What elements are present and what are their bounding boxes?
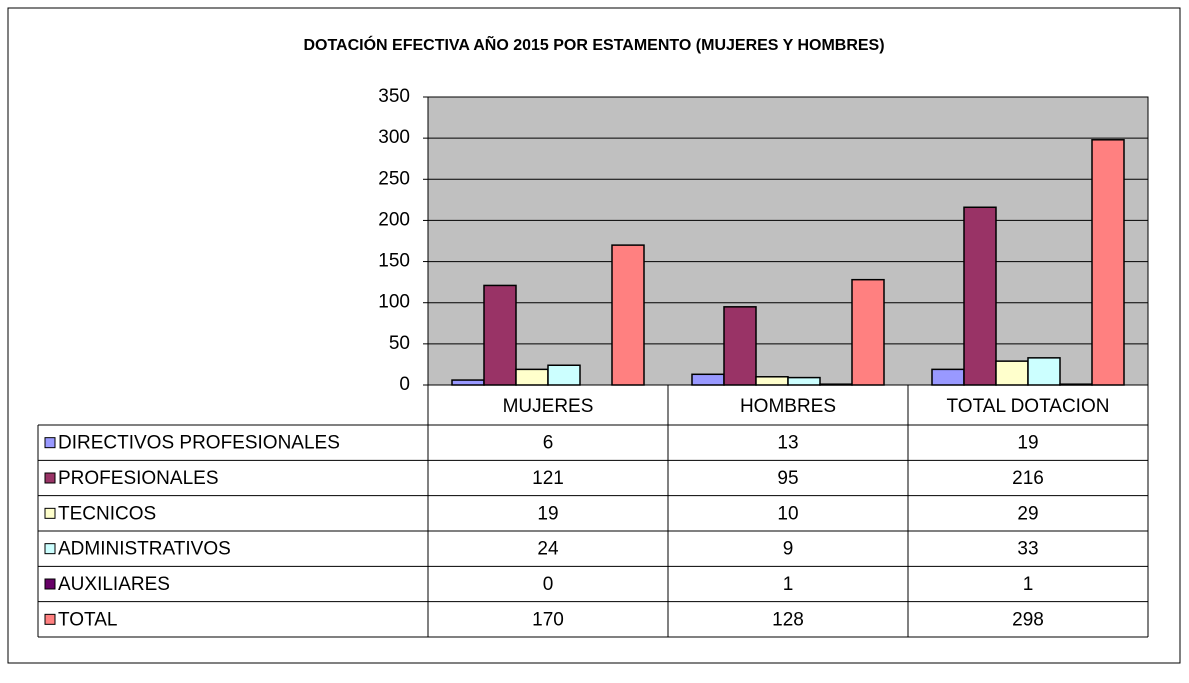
legend-key xyxy=(44,578,56,590)
bar xyxy=(931,368,965,386)
y-tick-label: 100 xyxy=(378,292,410,313)
y-tick-label: 50 xyxy=(389,333,410,354)
table-cell: 121 xyxy=(532,468,564,489)
legend-label: TECNICOS xyxy=(58,503,156,524)
bar xyxy=(755,376,789,386)
legend-label: PROFESIONALES xyxy=(58,468,219,489)
table-cell: 19 xyxy=(1017,433,1038,454)
x-tick-label: MUJERES xyxy=(503,396,594,417)
table-cell: 298 xyxy=(1012,609,1044,630)
table-cell: 29 xyxy=(1017,503,1038,524)
table-cell: 9 xyxy=(783,539,794,560)
bar xyxy=(963,206,997,386)
y-tick-label: 350 xyxy=(378,86,410,107)
table-cell: 170 xyxy=(532,609,564,630)
table-cell: 33 xyxy=(1017,539,1038,560)
table-cell: 19 xyxy=(537,503,558,524)
legend-label: ADMINISTRATIVOS xyxy=(58,539,231,560)
bar xyxy=(723,306,757,386)
legend-label: TOTAL xyxy=(58,609,117,630)
table-cell: 6 xyxy=(543,433,554,454)
x-tick-label: TOTAL DOTACION xyxy=(947,396,1110,417)
table-cell: 0 xyxy=(543,574,554,595)
legend-label: AUXILIARES xyxy=(58,574,170,595)
bar xyxy=(451,379,485,386)
bar xyxy=(1091,139,1125,386)
chart-title: DOTACIÓN EFECTIVA AÑO 2015 POR ESTAMENTO… xyxy=(303,34,884,54)
bar xyxy=(547,364,581,386)
bar xyxy=(851,278,885,386)
legend-key xyxy=(44,437,56,449)
y-tick-label: 300 xyxy=(378,127,410,148)
bar xyxy=(1027,357,1061,386)
table-cell: 1 xyxy=(783,574,794,595)
table-cell: 95 xyxy=(777,468,798,489)
y-tick-label: 200 xyxy=(378,209,410,230)
plot-area xyxy=(427,96,1149,386)
legend-key xyxy=(44,472,56,484)
bar xyxy=(691,373,725,386)
y-tick-label: 250 xyxy=(378,168,410,189)
bar xyxy=(515,368,549,386)
bar xyxy=(483,284,517,386)
x-tick-label: HOMBRES xyxy=(740,396,836,417)
table-cell: 216 xyxy=(1012,468,1044,489)
table-cell: 10 xyxy=(777,503,798,524)
legend-key xyxy=(44,613,56,625)
bar xyxy=(1059,383,1093,386)
table-cell: 24 xyxy=(537,539,559,560)
table-cell: 1 xyxy=(1023,574,1034,595)
table-cell: 13 xyxy=(777,433,798,454)
bar xyxy=(787,376,821,386)
legend-label: DIRECTIVOS PROFESIONALES xyxy=(58,433,340,454)
table-cell: 128 xyxy=(772,609,804,630)
y-tick-label: 150 xyxy=(378,251,410,272)
y-tick-label: 0 xyxy=(399,374,410,395)
bar xyxy=(819,383,853,386)
bar xyxy=(995,360,1029,386)
legend-key xyxy=(44,543,56,555)
legend-key xyxy=(44,507,56,519)
bar xyxy=(611,244,645,386)
